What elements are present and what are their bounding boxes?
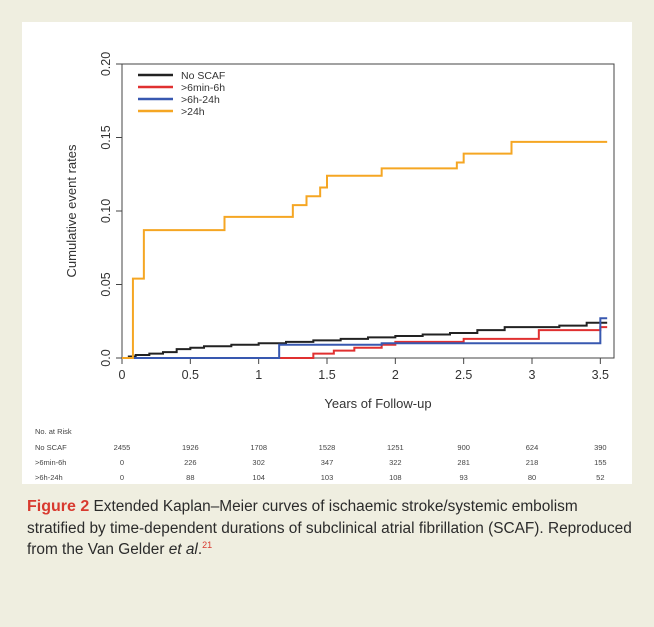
risk-table-title: No. at Risk: [35, 427, 72, 436]
x-tick-label: 3.5: [592, 368, 609, 382]
risk-count: 88: [186, 473, 194, 482]
x-tick-label: 1: [255, 368, 262, 382]
risk-count: 1251: [387, 443, 404, 452]
x-tick-label: 0.5: [182, 368, 199, 382]
risk-count: 624: [526, 443, 539, 452]
y-tick-label: 0.05: [99, 272, 113, 296]
risk-count: 1926: [182, 443, 199, 452]
risk-count: 390: [594, 443, 607, 452]
risk-count: 281: [457, 458, 470, 467]
risk-count: 322: [389, 458, 402, 467]
risk-count: 93: [459, 473, 467, 482]
risk-count: 103: [321, 473, 334, 482]
y-axis-label: Cumulative event rates: [64, 144, 79, 277]
risk-count: 155: [594, 458, 607, 467]
figure-caption: Figure 2 Extended Kaplan–Meier curves of…: [27, 496, 632, 561]
x-tick-label: 3: [529, 368, 536, 382]
legend-entry: >6h-24h: [181, 94, 220, 106]
risk-count: 0: [120, 473, 124, 482]
series-line: [122, 321, 608, 359]
figure-panel: 0 0.5 1 1.5 2 2.5 3 3.5 0.0 0.05 0.10 0.15 0.20 Years…: [22, 22, 632, 484]
x-axis-label: Years of Follow-up: [324, 396, 431, 411]
legend-entry: >24h: [181, 106, 205, 118]
caption-period: .: [197, 541, 203, 558]
legend-entry: >6min-6h: [181, 82, 225, 94]
risk-count: 218: [526, 458, 539, 467]
caption-et-al: et al: [168, 541, 198, 558]
y-tick-label: 0.0: [99, 349, 113, 366]
risk-count: 52: [596, 473, 604, 482]
y-tick-label: 0.15: [99, 125, 113, 149]
legend-entry: No SCAF: [181, 70, 225, 82]
caption-reference: 21: [202, 539, 213, 550]
x-tick-label: 2.5: [455, 368, 472, 382]
risk-count: 226: [184, 458, 197, 467]
x-tick-label: 2: [392, 368, 399, 382]
risk-count: 108: [389, 473, 402, 482]
x-tick-label: 1.5: [318, 368, 335, 382]
y-tick-label: 0.10: [99, 199, 113, 223]
figure-label: Figure 2: [27, 498, 90, 515]
kaplan-meier-chart: 0 0.5 1 1.5 2 2.5 3 3.5 0.0 0.05 0.10 0.15 0.20 Years…: [35, 52, 615, 482]
risk-count: 0: [120, 458, 124, 467]
series-line: [122, 326, 608, 359]
risk-count: 1708: [250, 443, 267, 452]
caption-text: Extended Kaplan–Meier curves of ischaemi…: [27, 498, 632, 558]
risk-count: 1528: [319, 443, 336, 452]
risk-count: 80: [528, 473, 536, 482]
risk-count: 302: [252, 458, 265, 467]
risk-row-label: >6min-6h: [35, 458, 66, 467]
y-tick-label: 0.20: [99, 52, 113, 76]
risk-count: 104: [252, 473, 265, 482]
x-tick-label: 0: [119, 368, 126, 382]
risk-count: 2455: [114, 443, 131, 452]
risk-row-label: >6h-24h: [35, 473, 63, 482]
series-line: [122, 317, 608, 359]
risk-row-label: No SCAF: [35, 443, 67, 452]
risk-count: 347: [321, 458, 334, 467]
risk-count: 900: [457, 443, 470, 452]
series-line: [122, 140, 608, 359]
